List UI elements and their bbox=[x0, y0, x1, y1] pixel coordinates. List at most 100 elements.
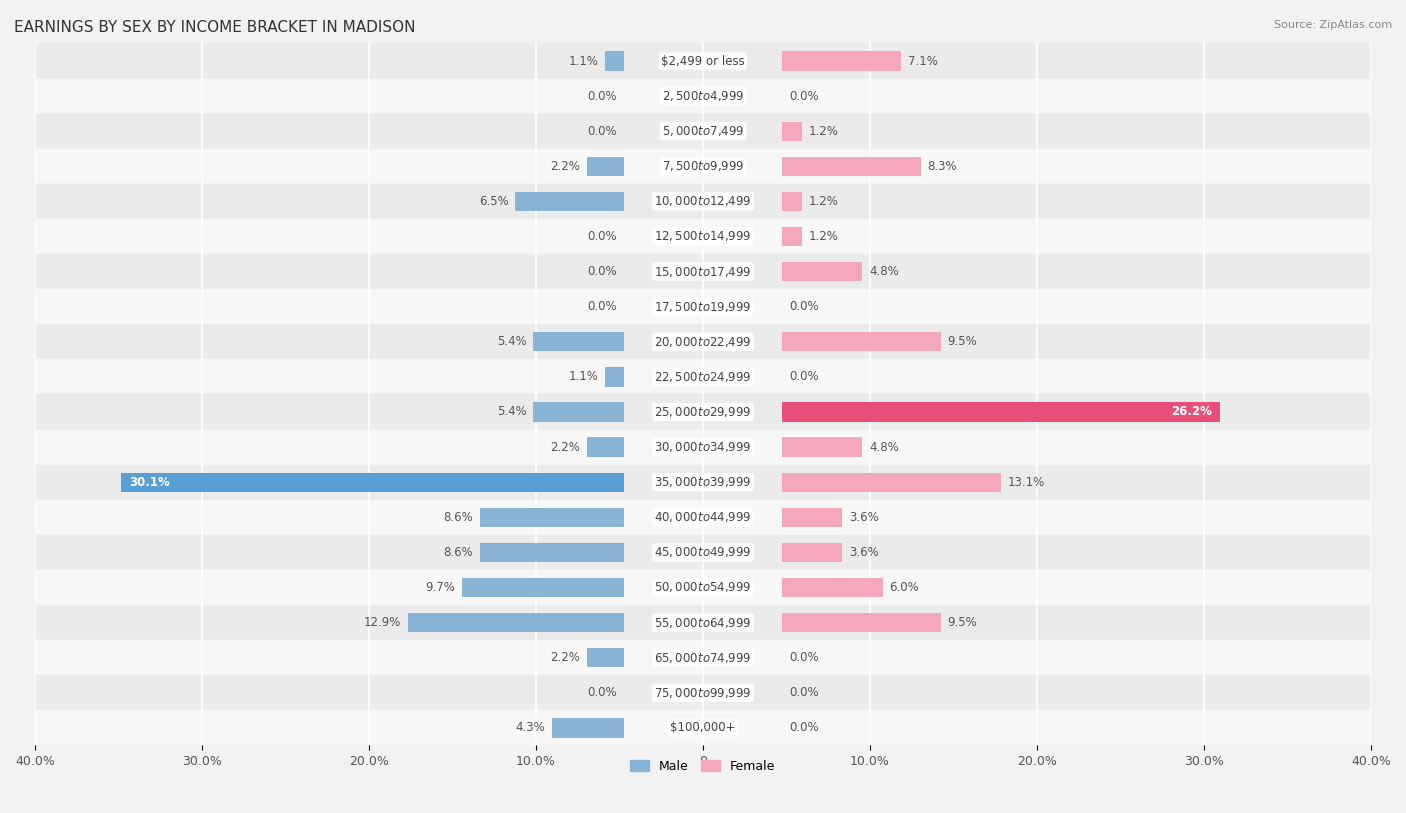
Text: 0.0%: 0.0% bbox=[588, 686, 617, 699]
Bar bbox=[586, 648, 624, 667]
Bar bbox=[606, 367, 624, 386]
Bar bbox=[35, 640, 1371, 676]
Text: 4.8%: 4.8% bbox=[869, 441, 898, 454]
Bar bbox=[35, 465, 1371, 500]
Bar bbox=[35, 289, 1371, 324]
Bar bbox=[35, 254, 1371, 289]
Bar bbox=[782, 472, 1001, 492]
Text: 4.8%: 4.8% bbox=[869, 265, 898, 278]
Text: 12.9%: 12.9% bbox=[364, 616, 402, 629]
Text: EARNINGS BY SEX BY INCOME BRACKET IN MADISON: EARNINGS BY SEX BY INCOME BRACKET IN MAD… bbox=[14, 20, 416, 35]
Bar bbox=[586, 157, 624, 176]
Text: $75,000 to $99,999: $75,000 to $99,999 bbox=[654, 686, 752, 700]
Text: 0.0%: 0.0% bbox=[789, 686, 818, 699]
Bar bbox=[606, 51, 624, 71]
Text: 2.2%: 2.2% bbox=[550, 160, 581, 173]
Text: $30,000 to $34,999: $30,000 to $34,999 bbox=[654, 440, 752, 454]
Text: 8.6%: 8.6% bbox=[444, 546, 474, 559]
Text: $5,000 to $7,499: $5,000 to $7,499 bbox=[662, 124, 744, 138]
Text: 7.1%: 7.1% bbox=[908, 54, 938, 67]
Text: 2.2%: 2.2% bbox=[550, 441, 581, 454]
Bar bbox=[782, 157, 921, 176]
Text: 3.6%: 3.6% bbox=[849, 546, 879, 559]
Bar bbox=[121, 472, 624, 492]
Text: Source: ZipAtlas.com: Source: ZipAtlas.com bbox=[1274, 20, 1392, 30]
Text: 0.0%: 0.0% bbox=[789, 651, 818, 664]
Bar bbox=[35, 114, 1371, 149]
Bar bbox=[35, 605, 1371, 640]
Bar bbox=[35, 359, 1371, 394]
Text: 1.2%: 1.2% bbox=[808, 230, 839, 243]
Text: $25,000 to $29,999: $25,000 to $29,999 bbox=[654, 405, 752, 419]
Text: 4.3%: 4.3% bbox=[516, 721, 546, 734]
Text: 0.0%: 0.0% bbox=[789, 721, 818, 734]
Bar bbox=[479, 543, 624, 562]
Text: 0.0%: 0.0% bbox=[588, 230, 617, 243]
Text: 1.1%: 1.1% bbox=[569, 54, 599, 67]
Bar bbox=[782, 402, 1220, 422]
Text: $22,500 to $24,999: $22,500 to $24,999 bbox=[654, 370, 752, 384]
Text: 3.6%: 3.6% bbox=[849, 511, 879, 524]
Bar bbox=[782, 437, 862, 457]
Text: $2,499 or less: $2,499 or less bbox=[661, 54, 745, 67]
Bar bbox=[586, 437, 624, 457]
Bar bbox=[782, 227, 803, 246]
Bar bbox=[782, 507, 842, 527]
Text: 5.4%: 5.4% bbox=[498, 335, 527, 348]
Text: 2.2%: 2.2% bbox=[550, 651, 581, 664]
Text: 1.2%: 1.2% bbox=[808, 124, 839, 137]
Bar bbox=[35, 324, 1371, 359]
Bar bbox=[782, 333, 941, 351]
Bar bbox=[35, 394, 1371, 429]
Bar bbox=[35, 79, 1371, 114]
Text: 0.0%: 0.0% bbox=[789, 89, 818, 102]
Text: 8.3%: 8.3% bbox=[928, 160, 957, 173]
Text: $40,000 to $44,999: $40,000 to $44,999 bbox=[654, 511, 752, 524]
Text: 5.4%: 5.4% bbox=[498, 406, 527, 419]
Text: $15,000 to $17,499: $15,000 to $17,499 bbox=[654, 264, 752, 279]
Text: 26.2%: 26.2% bbox=[1171, 406, 1212, 419]
Bar bbox=[533, 402, 624, 422]
Text: $20,000 to $22,499: $20,000 to $22,499 bbox=[654, 335, 752, 349]
Text: $10,000 to $12,499: $10,000 to $12,499 bbox=[654, 194, 752, 208]
Text: $55,000 to $64,999: $55,000 to $64,999 bbox=[654, 615, 752, 629]
Text: 30.1%: 30.1% bbox=[129, 476, 170, 489]
Bar bbox=[782, 122, 803, 141]
Text: $50,000 to $54,999: $50,000 to $54,999 bbox=[654, 580, 752, 594]
Bar bbox=[35, 149, 1371, 184]
Bar bbox=[533, 333, 624, 351]
Text: $17,500 to $19,999: $17,500 to $19,999 bbox=[654, 300, 752, 314]
Bar bbox=[35, 429, 1371, 465]
Text: 8.6%: 8.6% bbox=[444, 511, 474, 524]
Text: $2,500 to $4,999: $2,500 to $4,999 bbox=[662, 89, 744, 103]
Text: 0.0%: 0.0% bbox=[789, 300, 818, 313]
Bar bbox=[782, 51, 901, 71]
Text: 9.5%: 9.5% bbox=[948, 616, 977, 629]
Text: 6.0%: 6.0% bbox=[889, 581, 920, 594]
Text: 0.0%: 0.0% bbox=[588, 300, 617, 313]
Text: 9.5%: 9.5% bbox=[948, 335, 977, 348]
Text: 6.5%: 6.5% bbox=[478, 195, 509, 208]
Bar bbox=[782, 262, 862, 281]
Bar bbox=[782, 578, 883, 597]
Bar bbox=[479, 507, 624, 527]
Legend: Male, Female: Male, Female bbox=[626, 754, 780, 778]
Text: 0.0%: 0.0% bbox=[588, 124, 617, 137]
Text: 0.0%: 0.0% bbox=[588, 89, 617, 102]
Text: $7,500 to $9,999: $7,500 to $9,999 bbox=[662, 159, 744, 173]
Text: $100,000+: $100,000+ bbox=[671, 721, 735, 734]
Text: $35,000 to $39,999: $35,000 to $39,999 bbox=[654, 475, 752, 489]
Bar bbox=[35, 184, 1371, 219]
Text: 1.1%: 1.1% bbox=[569, 371, 599, 384]
Bar bbox=[35, 570, 1371, 605]
Bar bbox=[35, 676, 1371, 711]
Bar bbox=[515, 192, 624, 211]
Bar bbox=[408, 613, 624, 633]
Bar bbox=[35, 43, 1371, 79]
Text: $12,500 to $14,999: $12,500 to $14,999 bbox=[654, 229, 752, 244]
Bar bbox=[35, 711, 1371, 746]
Bar bbox=[35, 219, 1371, 254]
Text: 0.0%: 0.0% bbox=[789, 371, 818, 384]
Text: $45,000 to $49,999: $45,000 to $49,999 bbox=[654, 546, 752, 559]
Bar bbox=[551, 718, 624, 737]
